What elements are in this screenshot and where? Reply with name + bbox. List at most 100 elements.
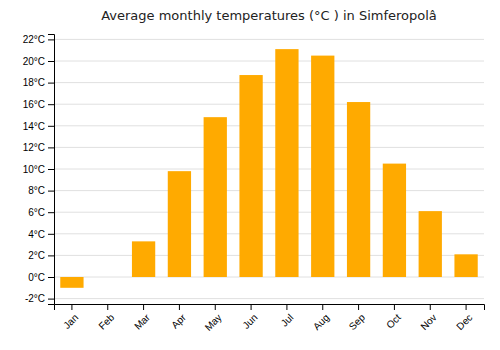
bar — [454, 254, 477, 277]
y-tick-mark — [48, 234, 54, 235]
x-tick-mark — [358, 304, 359, 310]
y-tick-mark — [48, 104, 54, 105]
x-tick: Feb — [96, 304, 116, 332]
x-tick: Aug — [311, 304, 331, 332]
grid — [54, 39, 484, 298]
bar — [60, 277, 83, 288]
y-tick-label: 12°C — [23, 142, 45, 153]
grid-line — [54, 190, 484, 191]
x-tick-mark — [215, 304, 216, 310]
y-tick-label: 8°C — [28, 185, 45, 196]
x-tick-mark — [251, 304, 252, 310]
y-tick-label: 10°C — [23, 164, 45, 175]
x-tick: Jan — [61, 304, 80, 331]
x-tick: Oct — [384, 304, 403, 331]
y-tick: 22°C — [23, 34, 54, 45]
grid-line — [54, 104, 484, 105]
y-tick: 12°C — [23, 142, 54, 153]
x-tick-mark — [394, 304, 395, 310]
y-tick-mark — [48, 61, 54, 62]
x-tick-mark — [107, 304, 108, 310]
grid-line — [54, 82, 484, 83]
x-tick-label: Nov — [418, 312, 438, 332]
y-tick: 16°C — [23, 99, 54, 110]
bar — [204, 117, 227, 277]
y-tick: 0°C — [28, 272, 54, 283]
y-tick-mark — [48, 126, 54, 127]
bar — [419, 211, 442, 277]
x-tick-label: Jul — [279, 312, 296, 329]
bars — [60, 49, 477, 288]
x-tick: Jun — [240, 304, 259, 331]
x-tick-mark — [286, 304, 287, 310]
x-tick: Sep — [347, 304, 368, 332]
x-tick-mark — [179, 304, 180, 310]
y-tick-mark — [48, 212, 54, 213]
x-tick: May — [203, 304, 224, 333]
y-tick-label: 16°C — [23, 99, 45, 110]
plot: -2°C 0°C 2°C 4°C 6°C 8°C 10°C 12°C 14°C 16°C 18°C 2… — [23, 34, 485, 333]
grid-line — [54, 169, 484, 170]
y-tick-mark — [48, 39, 54, 40]
y-tick-mark — [48, 147, 54, 148]
y-tick-label: 20°C — [23, 56, 45, 67]
y-tick: 14°C — [23, 121, 54, 132]
y-tick-label: 18°C — [23, 77, 45, 88]
x-tick-label: Dec — [454, 312, 474, 332]
y-tick-mark — [48, 277, 54, 278]
y-tick-label: 0°C — [28, 272, 45, 283]
y-tick: 2°C — [28, 250, 54, 261]
bar — [275, 49, 298, 277]
x-tick: Dec — [454, 304, 474, 332]
x-tick-mark — [322, 304, 323, 310]
y-tick-label: 22°C — [23, 34, 45, 45]
x-tick-label: Oct — [384, 312, 403, 331]
x-tick-label: Mar — [132, 311, 152, 331]
bar — [383, 164, 406, 277]
chart: -2°C 0°C 2°C 4°C 6°C 8°C 10°C 12°C 14°C 16°C 18°C 2… — [0, 0, 500, 350]
x-tick-mark — [71, 304, 72, 310]
y-tick-mark — [48, 83, 54, 84]
grid-line — [54, 39, 484, 40]
x-tick-label: May — [203, 312, 224, 333]
x-tick: Jul — [279, 304, 296, 329]
title: Average monthly temperatures (°C ) in Si… — [101, 8, 437, 23]
x-tick: Apr — [169, 304, 188, 331]
bar — [168, 171, 191, 277]
bar — [347, 102, 370, 277]
x-tick-label: Sep — [347, 311, 368, 332]
y-tick: 20°C — [23, 56, 54, 67]
y-tick-label: 6°C — [28, 207, 45, 218]
grid-line — [54, 298, 484, 299]
y-tick: 6°C — [28, 207, 54, 218]
x-tick-label: Jun — [240, 312, 259, 331]
y-axis: -2°C 0°C 2°C 4°C 6°C 8°C 10°C 12°C 14°C 16°C 18°C 2… — [23, 34, 55, 304]
bar — [132, 241, 155, 277]
x-tick-label: Jan — [61, 312, 80, 331]
x-tick-mark — [430, 304, 431, 310]
bar — [239, 75, 262, 277]
x-tick: Nov — [418, 304, 438, 332]
bar — [311, 56, 334, 277]
y-axis-line — [48, 35, 55, 305]
y-tick: 10°C — [23, 164, 54, 175]
x-axis: Jan Feb Mar Apr May Jun Jul Aug Sep Oct Nov Dec — [55, 304, 485, 333]
y-tick-label: 2°C — [28, 250, 45, 261]
y-tick-mark — [48, 299, 54, 300]
grid-line — [54, 61, 484, 62]
y-tick-mark — [48, 191, 54, 192]
x-tick-mark — [143, 304, 144, 310]
y-tick-label: -2°C — [25, 293, 45, 304]
bar — [96, 277, 119, 278]
x-tick-label: Aug — [311, 312, 331, 332]
grid-line — [54, 147, 484, 148]
y-tick: 8°C — [28, 185, 54, 196]
grid-line — [54, 125, 484, 126]
y-tick-mark — [48, 255, 54, 256]
x-tick-label: Feb — [96, 311, 116, 331]
y-tick: 18°C — [23, 77, 54, 88]
y-tick-label: 4°C — [28, 229, 45, 240]
x-tick-mark — [466, 304, 467, 310]
x-axis-line — [55, 305, 485, 311]
y-tick-mark — [48, 169, 54, 170]
